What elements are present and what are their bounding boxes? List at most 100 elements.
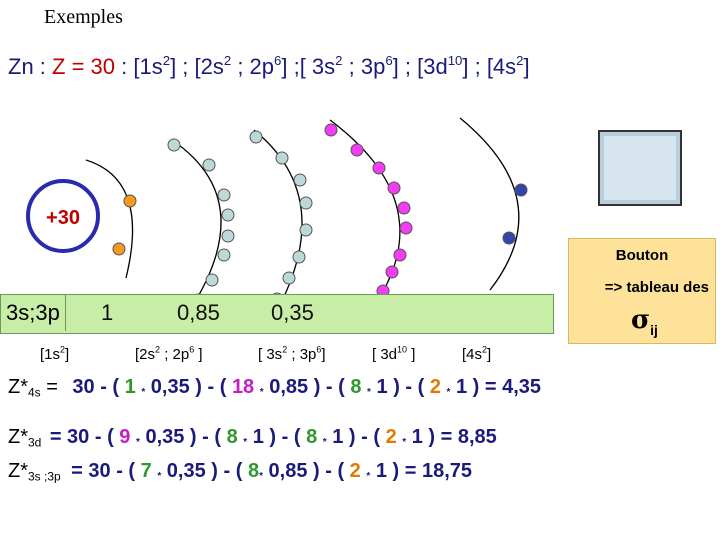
electron-3s3p <box>275 151 289 165</box>
eq-text: 1 ) = 18,75 <box>370 460 473 482</box>
equation-label: Z*3s ;3p <box>8 460 61 484</box>
electron-3d <box>387 181 401 195</box>
sigma-symbol: σij <box>631 305 658 337</box>
group-part: ; 2p <box>160 346 190 363</box>
sigma-row-label: 3s;3p <box>1 295 66 331</box>
eq-label-text: Z* <box>8 426 28 448</box>
electron-configuration: Zn : Z = 30 : [1s2] ; [2s2 ; 2p6] ;[ 3s2… <box>8 54 530 80</box>
group-part: [ 3s <box>258 346 283 363</box>
eq-count: 8 <box>226 426 238 448</box>
electron-3d <box>393 248 407 262</box>
config-exponent: 2 <box>223 52 232 68</box>
group-label-1s: [1s2] <box>40 344 70 363</box>
times-sign: * <box>135 437 140 448</box>
eq-label-sub: 4s <box>28 385 41 400</box>
eq-text: 0,85 ) - ( <box>263 376 351 398</box>
eq-text: 0,35 ) - ( <box>145 376 232 398</box>
group-label-4s: [4s2] <box>462 344 491 363</box>
electron-2s2p <box>167 138 181 152</box>
eq-text: 1 ) = 4,35 <box>450 376 542 398</box>
sigma-glyph: σ <box>631 305 651 335</box>
eq-text: = 30 - ( <box>71 460 141 482</box>
config-exponent: 2 <box>516 52 524 68</box>
nucleus-label: +30 <box>46 207 80 229</box>
config-part: ] ; [3d <box>392 54 448 79</box>
eq-sign: = <box>40 376 58 398</box>
electron-2s2p <box>205 273 219 287</box>
electron-2s2p <box>221 208 235 222</box>
group-exponent: 2 <box>282 344 288 355</box>
times-sign: * <box>366 471 371 482</box>
group-exponent: 2 <box>482 344 488 355</box>
group-part: ] <box>65 346 70 363</box>
equation-3d: Z*3d = 30 - ( 9 * 0,35 ) - ( 8 * 1 ) - (… <box>8 426 497 449</box>
element-symbol: Zn <box>8 54 34 79</box>
group-part: [2s <box>135 346 156 363</box>
button-text: => tableau des <box>604 279 709 296</box>
electron-3s3p <box>299 196 313 210</box>
times-sign: * <box>157 471 162 482</box>
electron-3s3p <box>292 250 306 264</box>
equation-body: = 30 - ( 9 * 0,35 ) - ( 8 * 1 ) - ( 8 * … <box>50 426 497 448</box>
shell-arc-2 <box>171 139 222 311</box>
eq-count: 2 <box>385 426 397 448</box>
times-sign: * <box>259 471 263 482</box>
bouton-panel[interactable]: Bouton => tableau des σij <box>568 238 716 344</box>
shell-arc-5 <box>459 117 520 291</box>
config-exponent: 2 <box>162 52 171 68</box>
times-sign: * <box>446 387 451 398</box>
eq-label-text: Z* <box>8 376 28 398</box>
eq-count: 7 <box>140 460 152 482</box>
config-exponent: 6 <box>274 52 282 68</box>
config-part: ; 2p <box>231 54 275 79</box>
eq-count: 8 <box>306 426 318 448</box>
config-part: ] ; [2s <box>170 54 224 79</box>
separator: : <box>33 54 53 79</box>
electron-3d <box>385 265 399 279</box>
eq-count: 9 <box>119 426 131 448</box>
electron-1s <box>123 194 137 208</box>
config-part: ] ; [4s <box>462 54 517 79</box>
times-sign: * <box>141 387 146 398</box>
electron-3s3p <box>249 130 263 144</box>
config-part: ] <box>523 54 530 79</box>
times-sign: * <box>243 437 248 448</box>
page-title: Exemples <box>44 6 123 28</box>
electron-1s <box>112 242 126 256</box>
eq-count: 8 <box>350 376 362 398</box>
equation-body: 30 - ( 1 * 0,35 ) - ( 18 * 0,85 ) - ( 8 … <box>72 376 541 398</box>
electron-4s <box>502 231 516 245</box>
image-tile <box>598 130 682 206</box>
electron-2s2p <box>221 229 235 243</box>
group-part: [4s <box>462 346 483 363</box>
eq-text: 30 - ( <box>72 376 125 398</box>
sigma-value-3: 0,35 <box>271 300 314 325</box>
eq-label-sub: 3s ;3p <box>28 469 61 484</box>
electron-3s3p <box>282 271 296 285</box>
eq-label-sub: 3d <box>28 435 42 450</box>
nucleus <box>26 179 100 253</box>
group-exponent: 6 <box>189 344 195 355</box>
times-sign: * <box>402 437 407 448</box>
electron-3d <box>399 221 413 235</box>
group-part: ] <box>407 346 416 363</box>
config-exponent: 2 <box>335 52 343 68</box>
group-exponent: 2 <box>60 344 66 355</box>
group-part: ] <box>321 346 326 363</box>
eq-text: 1 ) - ( <box>247 426 307 448</box>
eq-count: 1 <box>124 376 136 398</box>
times-sign: * <box>367 387 371 398</box>
eq-text: 1 ) - ( <box>370 376 430 398</box>
eq-count: 18 <box>231 376 255 398</box>
sigma-row: 3s;3p 1 0,85 0,35 <box>0 294 554 334</box>
times-sign: * <box>259 387 264 398</box>
electron-3s3p <box>293 173 307 187</box>
config-exponent: 10 <box>447 52 463 68</box>
group-label-2s2p: [2s2 ; 2p6 ] <box>135 344 203 363</box>
group-exponent: 6 <box>316 344 322 355</box>
sigma-value-1: 1 <box>101 300 114 325</box>
config-part: [1s <box>133 54 163 79</box>
eq-text: 0,35 ) - ( <box>161 460 248 482</box>
electron-3d <box>372 161 386 175</box>
